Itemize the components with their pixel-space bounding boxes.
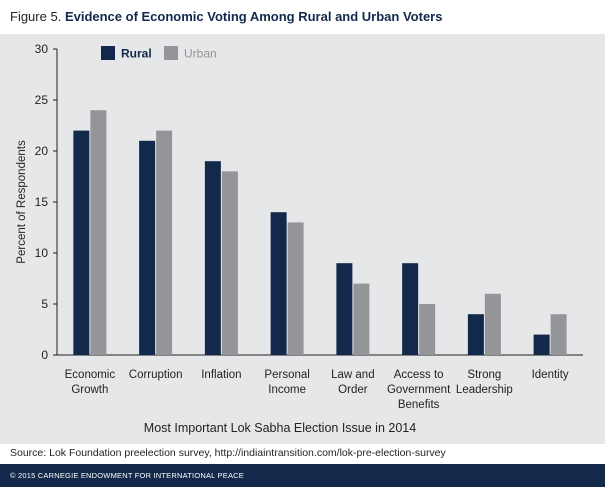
bar-rural — [73, 130, 90, 355]
bar-rural — [270, 212, 287, 355]
bar-urban — [419, 304, 436, 355]
copyright-text: © 2015 CARNEGIE ENDOWMENT FOR INTERNATIO… — [10, 471, 244, 480]
x-tick-label: Access to — [394, 369, 444, 381]
chart-title: Figure 5. Evidence of Economic Voting Am… — [10, 9, 442, 24]
bar-urban — [90, 110, 107, 355]
y-tick-label: 0 — [41, 348, 48, 362]
x-tick-label: Leadership — [456, 384, 513, 396]
y-tick-label: 10 — [35, 246, 49, 260]
y-tick-label: 20 — [35, 144, 49, 158]
bar-urban — [484, 293, 501, 355]
x-tick-label: Corruption — [129, 369, 183, 381]
bar-urban — [156, 130, 173, 355]
bar-rural — [204, 161, 221, 355]
x-tick-label: Income — [268, 384, 306, 396]
y-tick-label: 25 — [35, 93, 49, 107]
y-tick-label: 5 — [41, 297, 48, 311]
bar-urban — [550, 314, 567, 355]
x-tick-label: Inflation — [201, 369, 241, 381]
x-tick-label: Growth — [71, 384, 108, 396]
legend-swatch-rural — [101, 46, 115, 60]
y-tick-label: 30 — [35, 42, 49, 56]
bar-rural — [139, 140, 156, 355]
bar-urban — [353, 283, 370, 355]
y-tick-label: 15 — [35, 195, 49, 209]
legend-label-rural: Rural — [121, 47, 152, 61]
x-tick-label: Government — [387, 384, 451, 396]
legend-swatch-urban — [164, 46, 178, 60]
y-axis-label: Percent of Respondents — [16, 140, 28, 264]
bar-urban — [287, 222, 304, 355]
x-tick-label: Benefits — [398, 399, 440, 411]
x-tick-label: Strong — [467, 369, 501, 381]
bar-rural — [533, 334, 550, 355]
source-note: Source: Lok Foundation preelection surve… — [10, 447, 446, 459]
x-axis-label: Most Important Lok Sabha Election Issue … — [144, 421, 416, 435]
figure-label: Figure 5. — [10, 9, 62, 24]
x-tick-label: Identity — [532, 369, 569, 381]
bar-urban — [221, 171, 238, 355]
bar-rural — [336, 263, 353, 355]
figure-title: Evidence of Economic Voting Among Rural … — [64, 9, 443, 24]
x-tick-label: Economic — [65, 369, 116, 381]
x-tick-label: Law and — [331, 369, 374, 381]
bar-rural — [467, 314, 484, 355]
bar-rural — [402, 263, 419, 355]
footer-bar: © 2015 CARNEGIE ENDOWMENT FOR INTERNATIO… — [0, 464, 605, 487]
x-tick-label: Personal — [264, 369, 309, 381]
x-tick-label: Order — [338, 384, 368, 396]
legend-label-urban: Urban — [184, 47, 217, 61]
